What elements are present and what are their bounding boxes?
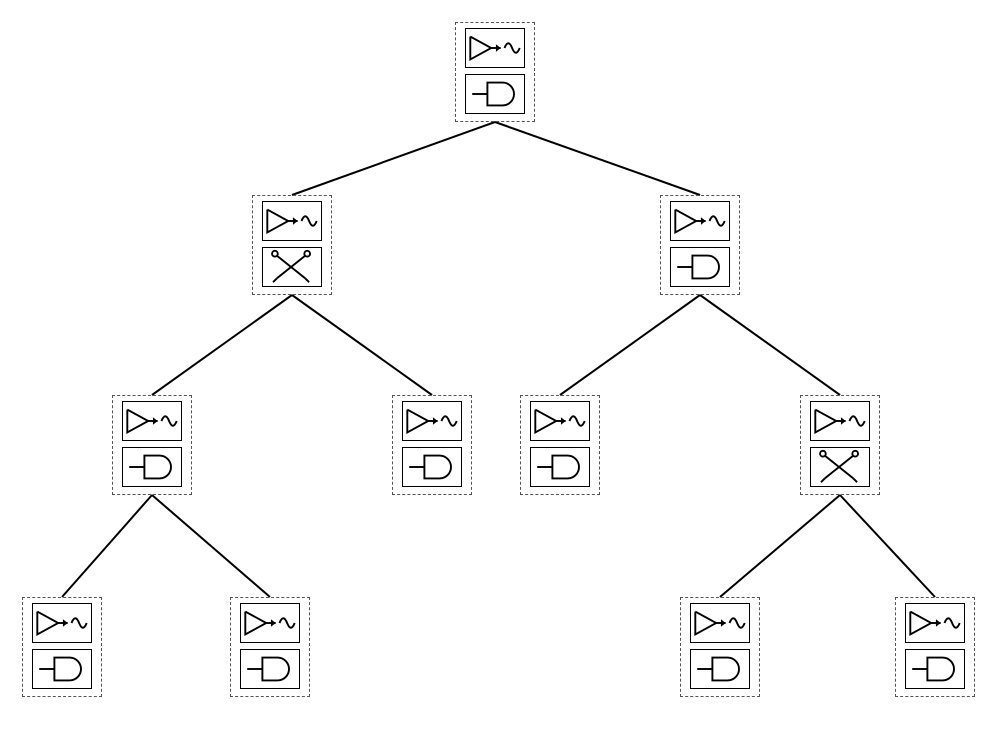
and_gate-icon (32, 649, 92, 689)
tree-edge (840, 495, 935, 597)
probes-icon (262, 247, 322, 287)
amp_wave-icon (402, 401, 462, 441)
amp_wave-icon (810, 401, 870, 441)
tree-edge (700, 295, 840, 395)
tree-node (800, 395, 880, 495)
and_gate-icon (670, 247, 730, 287)
tree-node (392, 395, 472, 495)
tree-node (22, 597, 102, 697)
and_gate-icon (465, 74, 525, 114)
tree-edge (720, 495, 840, 597)
amp_wave-icon (905, 603, 965, 643)
amp_wave-icon (122, 401, 182, 441)
amp_wave-icon (690, 603, 750, 643)
amp_wave-icon (670, 201, 730, 241)
tree-edge (292, 295, 432, 395)
tree-node (660, 195, 740, 295)
and_gate-icon (402, 447, 462, 487)
probes-icon (810, 447, 870, 487)
tree-node (455, 22, 535, 122)
and_gate-icon (530, 447, 590, 487)
tree-node (112, 395, 192, 495)
tree-node (680, 597, 760, 697)
and_gate-icon (690, 649, 750, 689)
amp_wave-icon (465, 28, 525, 68)
tree-edge (152, 295, 292, 395)
amp_wave-icon (530, 401, 590, 441)
tree-edge (495, 122, 700, 195)
tree-node (895, 597, 975, 697)
tree-edge (560, 295, 700, 395)
tree-edge (62, 495, 152, 597)
and_gate-icon (122, 447, 182, 487)
tree-edge (152, 495, 270, 597)
tree-node (230, 597, 310, 697)
tree-edge (292, 122, 495, 195)
tree-node (520, 395, 600, 495)
and_gate-icon (240, 649, 300, 689)
and_gate-icon (905, 649, 965, 689)
amp_wave-icon (262, 201, 322, 241)
tree-node (252, 195, 332, 295)
amp_wave-icon (32, 603, 92, 643)
amp_wave-icon (240, 603, 300, 643)
